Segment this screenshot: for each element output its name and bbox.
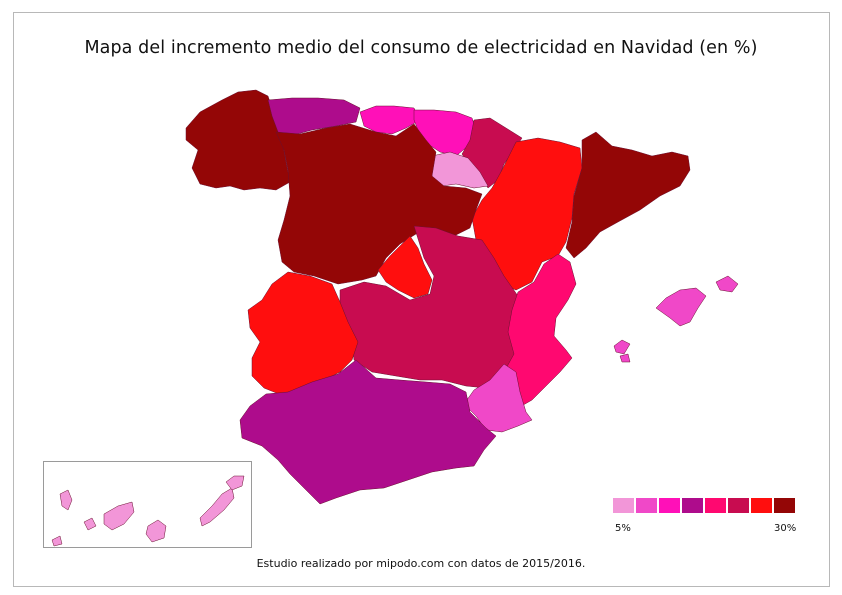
legend-swatches [612,497,796,514]
canary-islands-inset [43,461,252,548]
map-frame [13,12,830,587]
legend-min-label: 5% [615,523,631,534]
region-cataluna[interactable] [565,131,691,259]
region-comunidad-valenciana[interactable] [503,253,577,409]
legend-swatch [681,497,704,514]
legend-swatch [704,497,727,514]
region-cantabria[interactable] [359,105,421,135]
map-title: Mapa del incremento medio del consumo de… [84,38,758,58]
legend-swatch [750,497,773,514]
legend-swatch [773,497,796,514]
region-islas-baleares[interactable] [613,275,739,363]
legend-swatch [635,497,658,514]
footer-note: Estudio realizado por mipodo.com con dat… [256,557,586,570]
region-andalucia[interactable] [239,359,497,505]
legend-swatch [658,497,681,514]
color-legend: 5% 30% [612,497,796,534]
legend-max-label: 30% [774,523,797,534]
region-murcia[interactable] [463,363,533,433]
region-aragon[interactable] [471,137,583,291]
region-asturias[interactable] [267,97,361,137]
region-madrid[interactable] [377,235,433,299]
legend-swatch [727,497,750,514]
region-castilla-la-mancha[interactable] [339,225,521,389]
region-islas-canarias[interactable] [51,475,245,547]
legend-swatch [612,497,635,514]
